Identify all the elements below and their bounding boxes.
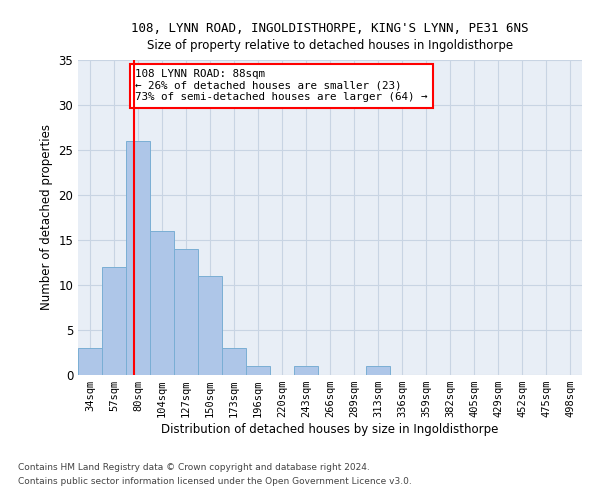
Text: 108 LYNN ROAD: 88sqm
← 26% of detached houses are smaller (23)
73% of semi-detac: 108 LYNN ROAD: 88sqm ← 26% of detached h… [136, 69, 428, 102]
Y-axis label: Number of detached properties: Number of detached properties [40, 124, 53, 310]
Bar [103, 267, 125, 375]
Bar [295, 366, 317, 375]
Text: Contains HM Land Registry data © Crown copyright and database right 2024.: Contains HM Land Registry data © Crown c… [18, 464, 370, 472]
X-axis label: Distribution of detached houses by size in Ingoldisthorpe: Distribution of detached houses by size … [161, 423, 499, 436]
Bar [199, 276, 221, 375]
Bar [247, 366, 269, 375]
Bar [223, 348, 245, 375]
Text: Contains public sector information licensed under the Open Government Licence v3: Contains public sector information licen… [18, 477, 412, 486]
Bar [127, 141, 149, 375]
Bar [151, 231, 173, 375]
Bar [175, 249, 197, 375]
Bar [367, 366, 389, 375]
Bar [79, 348, 101, 375]
Text: 108, LYNN ROAD, INGOLDISTHORPE, KING'S LYNN, PE31 6NS: 108, LYNN ROAD, INGOLDISTHORPE, KING'S L… [131, 22, 529, 36]
Text: Size of property relative to detached houses in Ingoldisthorpe: Size of property relative to detached ho… [147, 39, 513, 52]
